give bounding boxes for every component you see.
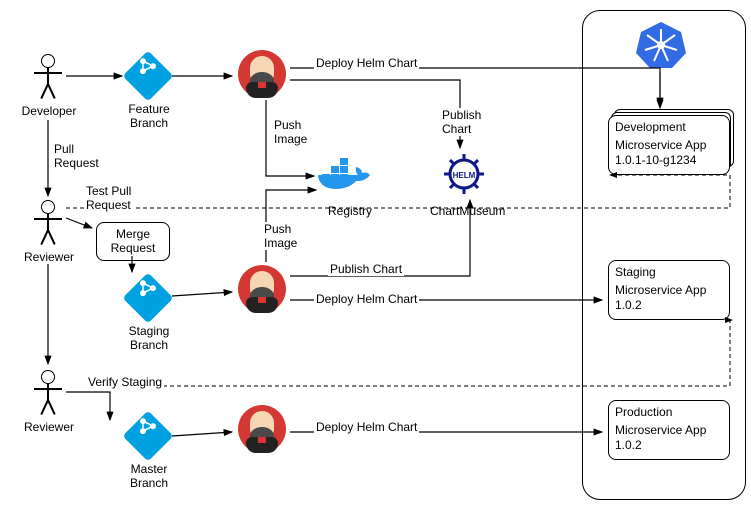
registry-label: Registry xyxy=(326,204,374,218)
docker-icon xyxy=(316,152,376,198)
label-deploy-1: Deploy Helm Chart xyxy=(314,56,419,70)
actor-developer xyxy=(34,54,62,86)
stg-env-title: Staging xyxy=(615,265,723,279)
git-feature-branch xyxy=(123,51,174,102)
label-publish-chart-2: Publish Chart xyxy=(328,262,404,276)
git-staging-branch-label: Staging Branch xyxy=(114,324,184,352)
git-staging-branch xyxy=(123,273,174,324)
actor-reviewer-1 xyxy=(34,200,62,232)
dev-env-box: Development Microservice App 1.0.1-10-g1… xyxy=(608,115,730,175)
stg-env-sub: Microservice App xyxy=(615,283,723,297)
merge-request-box: Merge Request xyxy=(96,222,170,261)
stg-env-ver: 1.0.2 xyxy=(615,298,723,312)
git-master-branch xyxy=(123,411,174,462)
prd-env-box: Production Microservice App 1.0.2 xyxy=(608,400,730,460)
dev-env-title: Development xyxy=(615,120,723,134)
svg-text:HELM: HELM xyxy=(453,171,476,180)
actor-reviewer-2-label: Reviewer xyxy=(14,420,84,434)
git-master-branch-label: Master Branch xyxy=(114,462,184,490)
label-publish-chart-1: Publish Chart xyxy=(440,108,483,136)
label-deploy-3: Deploy Helm Chart xyxy=(314,420,419,434)
label-push-image-1: Push Image xyxy=(272,118,309,146)
actor-reviewer-1-label: Reviewer xyxy=(14,250,84,264)
prd-env-ver: 1.0.2 xyxy=(615,438,723,452)
jenkins-icon-2 xyxy=(238,265,286,313)
stg-env-box: Staging Microservice App 1.0.2 xyxy=(608,260,730,320)
dev-env-ver: 1.0.1-10-g1234 xyxy=(615,153,723,167)
actor-developer-label: Developer xyxy=(14,104,84,118)
prd-env-sub: Microservice App xyxy=(615,423,723,437)
label-verify-staging: Verify Staging xyxy=(86,375,164,389)
jenkins-icon-3 xyxy=(238,405,286,453)
label-pull-request: Pull Request xyxy=(52,142,101,170)
label-test-pr: Test Pull Request xyxy=(84,184,133,212)
jenkins-icon-1 xyxy=(238,50,286,98)
helm-icon: HELM xyxy=(440,150,488,198)
pipeline-diagram: Developer Reviewer Reviewer Feature Bran… xyxy=(0,0,751,514)
git-feature-branch-label: Feature Branch xyxy=(114,102,184,130)
prd-env-title: Production xyxy=(615,405,723,419)
kubernetes-icon xyxy=(636,20,686,70)
actor-reviewer-2 xyxy=(34,370,62,402)
label-deploy-2: Deploy Helm Chart xyxy=(314,292,419,306)
label-push-image-2: Push Image xyxy=(262,222,299,250)
chartmuseum-label: ChartMuseum xyxy=(428,204,507,218)
dev-env-sub: Microservice App xyxy=(615,138,723,152)
